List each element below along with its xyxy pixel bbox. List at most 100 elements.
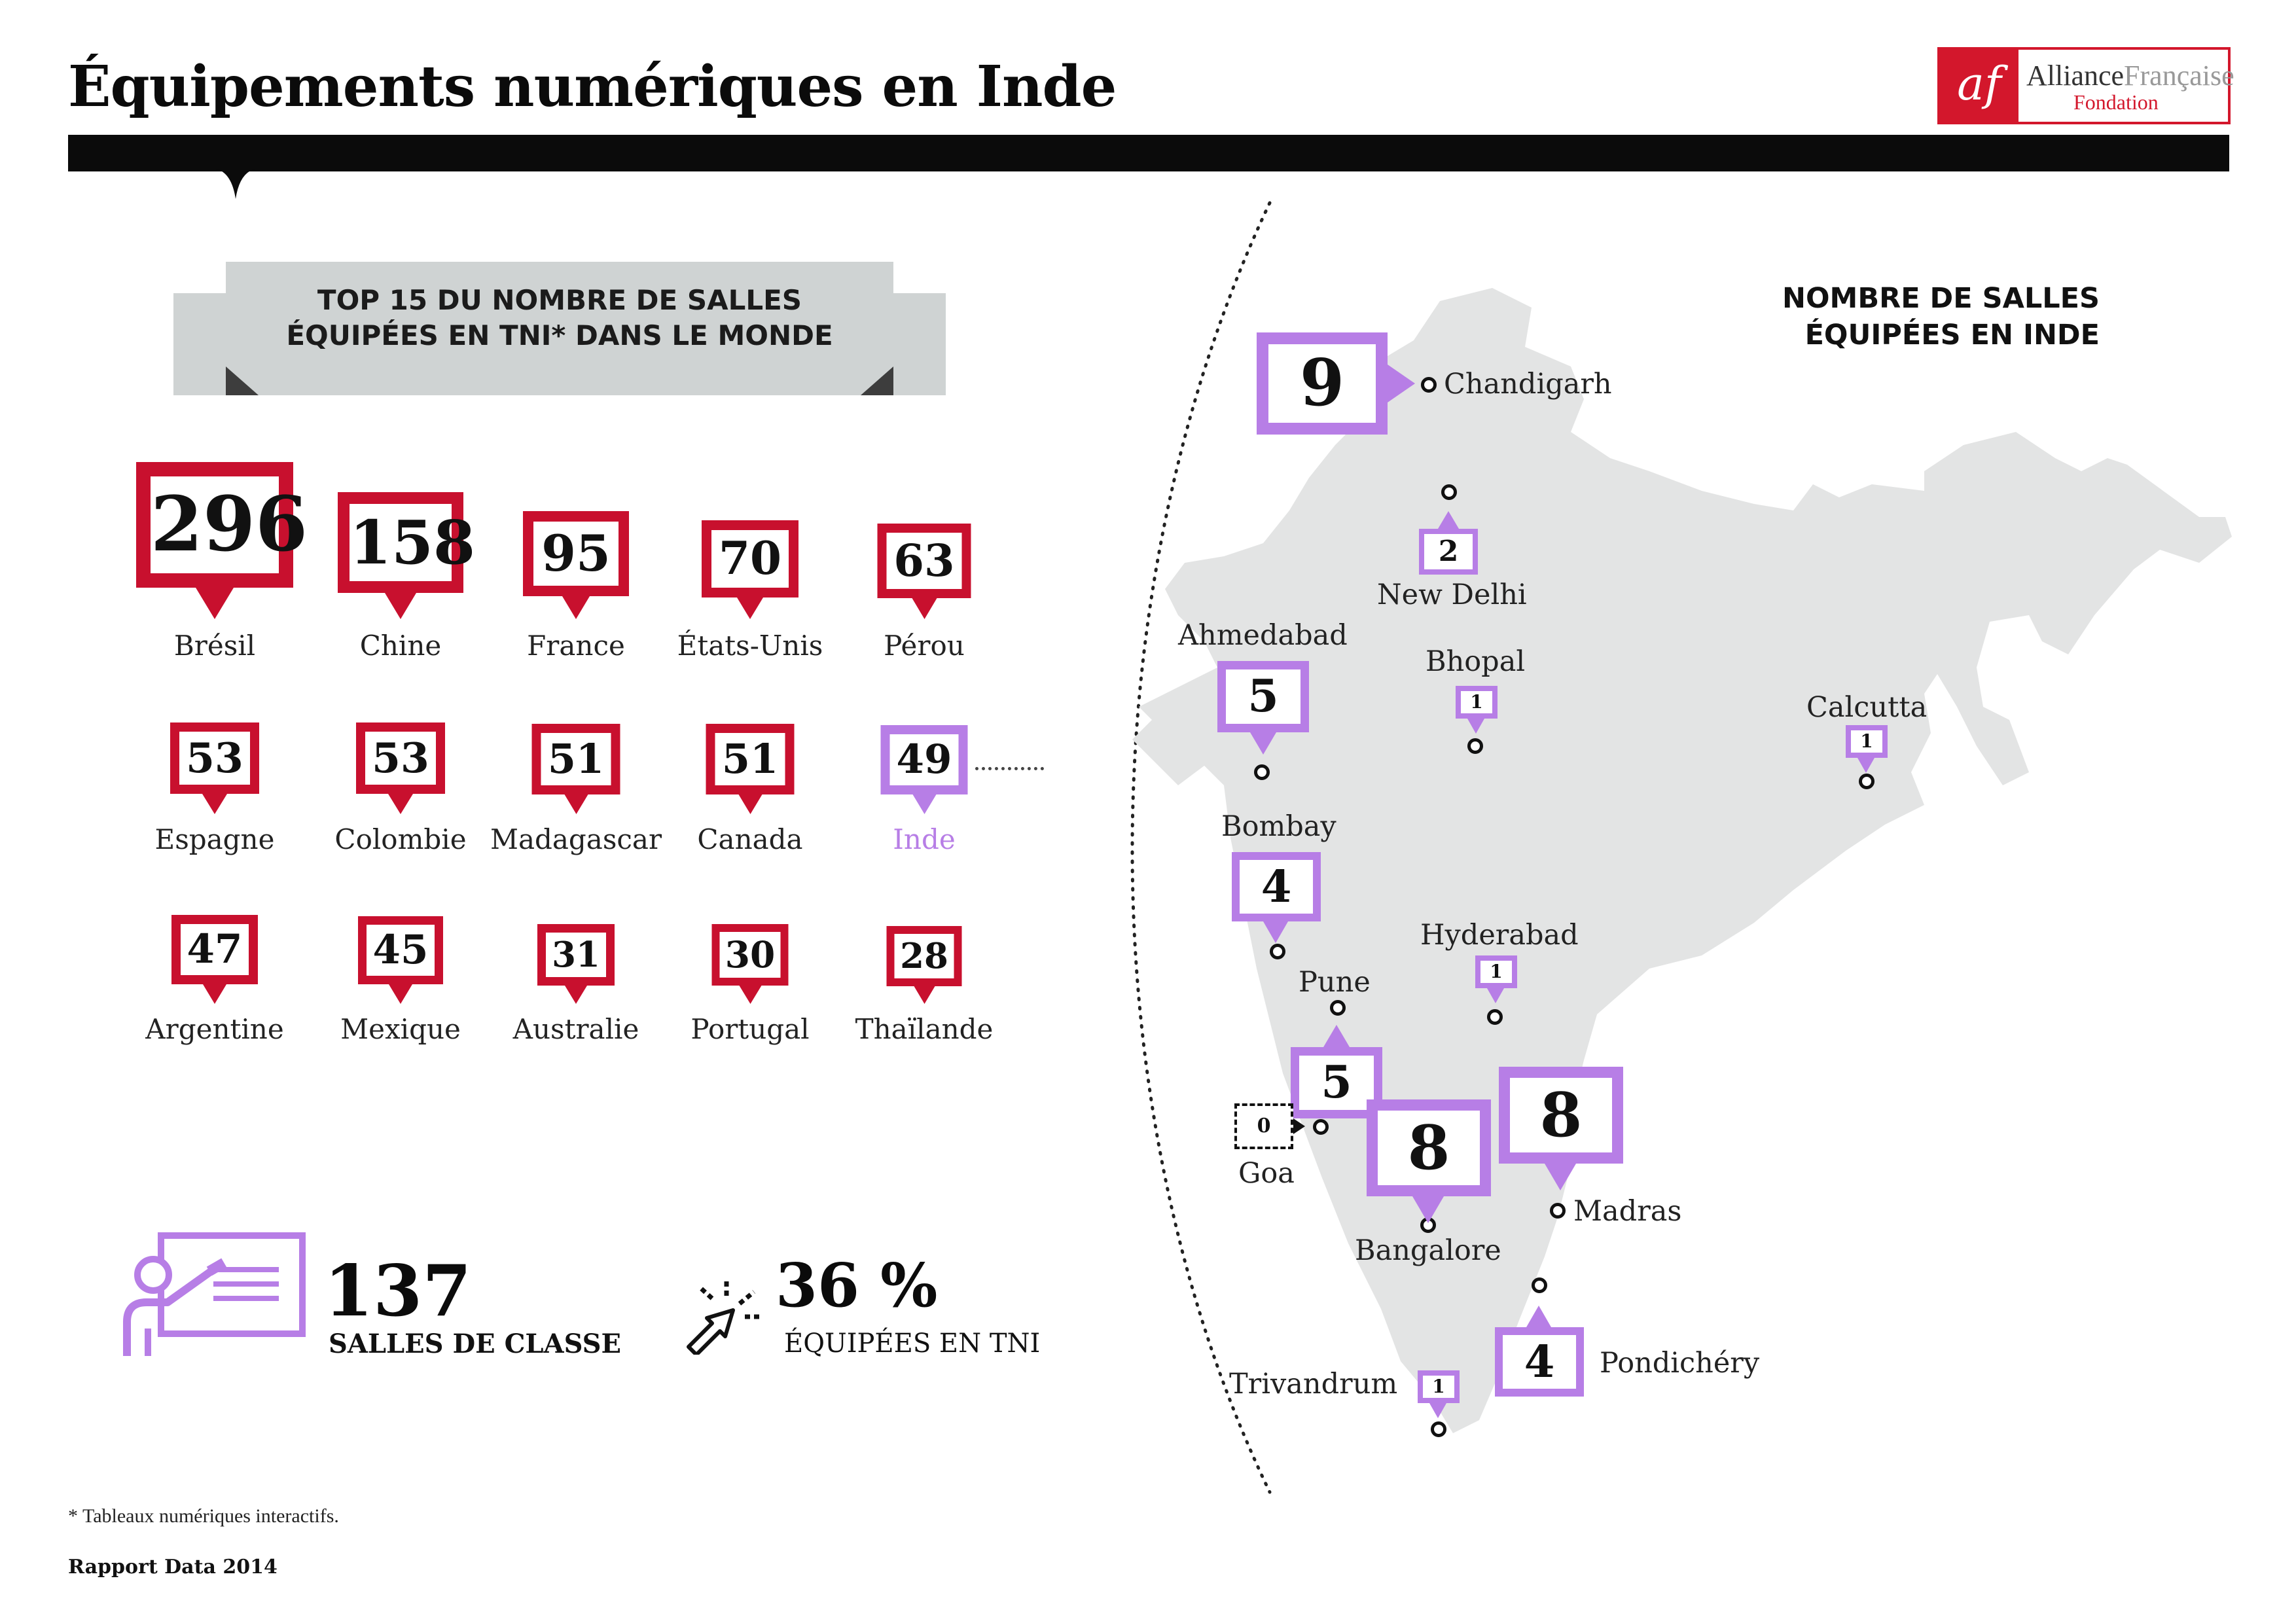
country-value: 63 xyxy=(877,524,971,598)
city-pointer xyxy=(1467,719,1485,734)
country-pin: 51 xyxy=(531,724,620,814)
city-pointer xyxy=(1857,758,1875,773)
city-pointer xyxy=(1526,1306,1552,1327)
pin-pointer xyxy=(912,598,937,619)
india-title-line1: NOMBRE DE SALLES xyxy=(1782,282,2100,315)
country-pin: 53 xyxy=(356,722,445,814)
country-name: Brésil xyxy=(173,630,256,662)
country-pin: 53 xyxy=(170,722,259,814)
city-pointer xyxy=(1263,921,1289,943)
logo-name-part2: Française xyxy=(2124,60,2234,92)
cursor-click-icon xyxy=(687,1277,763,1355)
country-name: France xyxy=(527,630,625,662)
city-count: 4 xyxy=(1495,1327,1584,1397)
alliance-francaise-logo: af AllianceFrançaise Fondation xyxy=(1937,47,2234,124)
country-name: Canada xyxy=(697,823,803,855)
city-name: Pondichéry xyxy=(1600,1347,1760,1380)
city-name: Hyderabad xyxy=(1420,919,1579,952)
city-count: 0 xyxy=(1234,1103,1293,1149)
pin-pointer xyxy=(912,794,936,814)
pin-pointer xyxy=(203,984,226,1004)
country-value: 47 xyxy=(171,915,258,984)
city-count: 2 xyxy=(1419,529,1478,575)
city-pointer xyxy=(1412,1196,1444,1223)
country-name: Thaïlande xyxy=(855,1013,994,1045)
city-name: Madras xyxy=(1573,1195,1682,1228)
top15-ribbon xyxy=(173,262,946,395)
header-bar-notch xyxy=(216,169,255,199)
city-name: Bhopal xyxy=(1426,645,1526,678)
country-name: Chine xyxy=(359,630,442,662)
city-pointer xyxy=(1293,1118,1305,1134)
country-pin: 95 xyxy=(523,511,629,619)
logo-name-part1: Alliance xyxy=(2026,60,2125,92)
city-count: 1 xyxy=(1418,1370,1460,1403)
city-name: Trivandrum xyxy=(1229,1368,1398,1400)
country-name: États-Unis xyxy=(677,630,823,662)
city-pointer xyxy=(1429,1403,1447,1418)
pin-pointer xyxy=(202,794,227,814)
city-name: Ahmedabad xyxy=(1178,619,1348,652)
country-name: Portugal xyxy=(691,1013,810,1045)
country-name: Inde xyxy=(893,823,956,855)
pin-pointer xyxy=(385,593,416,619)
percent-value: 36 % xyxy=(776,1250,938,1321)
percent-label: ÉQUIPÉES EN TNI xyxy=(784,1329,1041,1359)
india-title-line2: ÉQUIPÉES EN INDE xyxy=(1804,319,2100,351)
city-count: 9 xyxy=(1257,332,1388,435)
country-name: Pérou xyxy=(884,630,965,662)
city-dot xyxy=(1441,484,1457,500)
country-value: 70 xyxy=(702,520,798,597)
country-value: 53 xyxy=(356,722,445,794)
country-value: 95 xyxy=(523,511,629,596)
city-count: 8 xyxy=(1499,1067,1623,1164)
country-value: 53 xyxy=(170,722,259,794)
city-dot xyxy=(1330,1000,1346,1016)
city-dot xyxy=(1313,1119,1329,1135)
pin-pointer xyxy=(738,794,762,814)
country-value: 28 xyxy=(886,926,962,986)
city-pointer xyxy=(1487,988,1505,1003)
pin-pointer xyxy=(565,986,587,1004)
city-pointer xyxy=(1545,1164,1577,1190)
country-pin: 47 xyxy=(171,915,258,1004)
city-name: New Delhi xyxy=(1377,579,1527,611)
city-name: Calcutta xyxy=(1806,691,1928,724)
pin-pointer xyxy=(196,588,234,619)
country-pin: 30 xyxy=(711,924,789,1004)
city-dot xyxy=(1859,774,1874,789)
city-pointer xyxy=(1388,364,1415,402)
city-dot xyxy=(1270,944,1285,959)
city-pointer xyxy=(1437,511,1459,529)
city-dot xyxy=(1532,1277,1547,1293)
country-value: 158 xyxy=(338,492,475,593)
city-name: Bombay xyxy=(1221,810,1336,843)
city-dot xyxy=(1550,1203,1566,1219)
country-pin: 296 xyxy=(136,462,308,619)
pin-pointer xyxy=(737,597,763,619)
city-dot xyxy=(1431,1421,1446,1437)
city-dot xyxy=(1421,377,1437,393)
country-pin: 45 xyxy=(358,916,443,1004)
source-label: Rapport Data 2014 xyxy=(68,1556,278,1578)
city-dot xyxy=(1467,738,1483,754)
page-title: Équipements numériques en Inde xyxy=(68,54,1117,120)
city-name: Bangalore xyxy=(1355,1234,1501,1267)
city-count: 4 xyxy=(1232,852,1321,921)
country-name: Espagne xyxy=(154,823,275,855)
city-count: 5 xyxy=(1217,661,1309,732)
country-name: Colombie xyxy=(334,823,467,855)
india-section-title: NOMBRE DE SALLES ÉQUIPÉES EN INDE xyxy=(1782,280,2100,353)
footnote: * Tableaux numériques interactifs. xyxy=(68,1505,339,1527)
teacher-board-icon xyxy=(123,1232,306,1356)
country-value: 31 xyxy=(537,924,615,986)
country-name: Madagascar xyxy=(490,823,662,855)
pin-pointer xyxy=(564,794,588,814)
city-pointer xyxy=(1249,732,1276,755)
country-name: Mexique xyxy=(340,1013,461,1045)
city-count: 1 xyxy=(1475,955,1517,988)
country-value: 45 xyxy=(358,916,443,984)
header-bar xyxy=(68,135,2229,171)
logo-subtitle: Fondation xyxy=(2073,90,2159,114)
logo-name: AllianceFrançaise xyxy=(2026,59,2234,92)
